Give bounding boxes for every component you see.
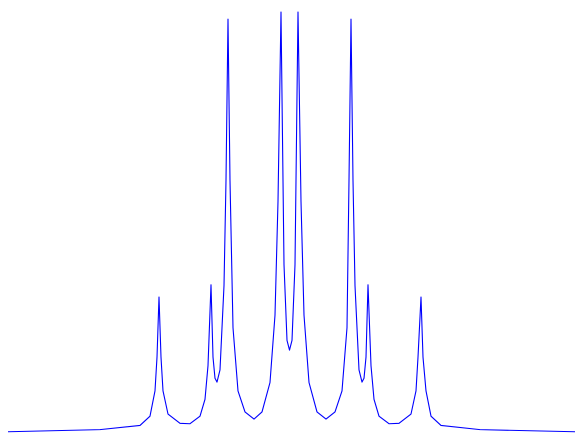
spectrum-line [7, 11, 576, 433]
